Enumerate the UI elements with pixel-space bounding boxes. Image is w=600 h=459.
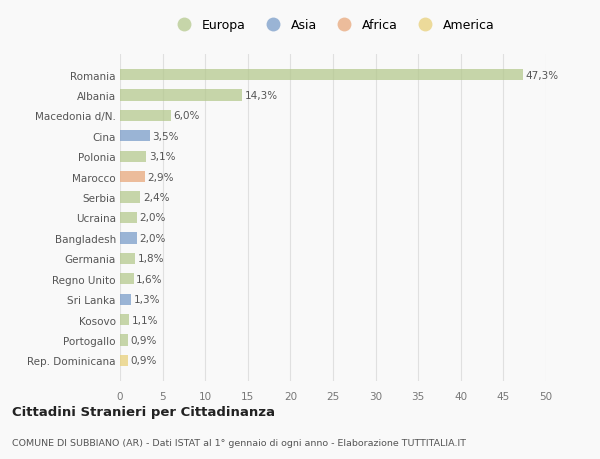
Bar: [120, 70, 523, 81]
Text: 1,1%: 1,1%: [132, 315, 158, 325]
Text: 2,9%: 2,9%: [147, 172, 174, 182]
Bar: [120, 253, 136, 264]
Text: 0,9%: 0,9%: [130, 335, 157, 345]
Text: 6,0%: 6,0%: [173, 111, 200, 121]
Bar: [120, 111, 171, 122]
Text: COMUNE DI SUBBIANO (AR) - Dati ISTAT al 1° gennaio di ogni anno - Elaborazione T: COMUNE DI SUBBIANO (AR) - Dati ISTAT al …: [12, 438, 466, 447]
Text: 1,3%: 1,3%: [134, 295, 160, 304]
Text: 14,3%: 14,3%: [244, 91, 278, 101]
Bar: [120, 274, 134, 285]
Bar: [120, 314, 130, 325]
Text: 2,0%: 2,0%: [140, 233, 166, 243]
Bar: [120, 294, 131, 305]
Bar: [120, 151, 146, 162]
Text: 2,0%: 2,0%: [140, 213, 166, 223]
Text: 1,6%: 1,6%: [136, 274, 163, 284]
Text: 0,9%: 0,9%: [130, 356, 157, 365]
Bar: [120, 213, 137, 224]
Text: 47,3%: 47,3%: [526, 71, 559, 80]
Bar: [120, 355, 128, 366]
Text: 3,5%: 3,5%: [152, 132, 179, 141]
Bar: [120, 131, 150, 142]
Text: Cittadini Stranieri per Cittadinanza: Cittadini Stranieri per Cittadinanza: [12, 405, 275, 419]
Bar: [120, 90, 242, 101]
Bar: [120, 172, 145, 183]
Bar: [120, 233, 137, 244]
Legend: Europa, Asia, Africa, America: Europa, Asia, Africa, America: [172, 19, 494, 32]
Bar: [120, 192, 140, 203]
Text: 1,8%: 1,8%: [138, 254, 164, 264]
Bar: [120, 335, 128, 346]
Text: 3,1%: 3,1%: [149, 152, 175, 162]
Text: 2,4%: 2,4%: [143, 193, 170, 203]
